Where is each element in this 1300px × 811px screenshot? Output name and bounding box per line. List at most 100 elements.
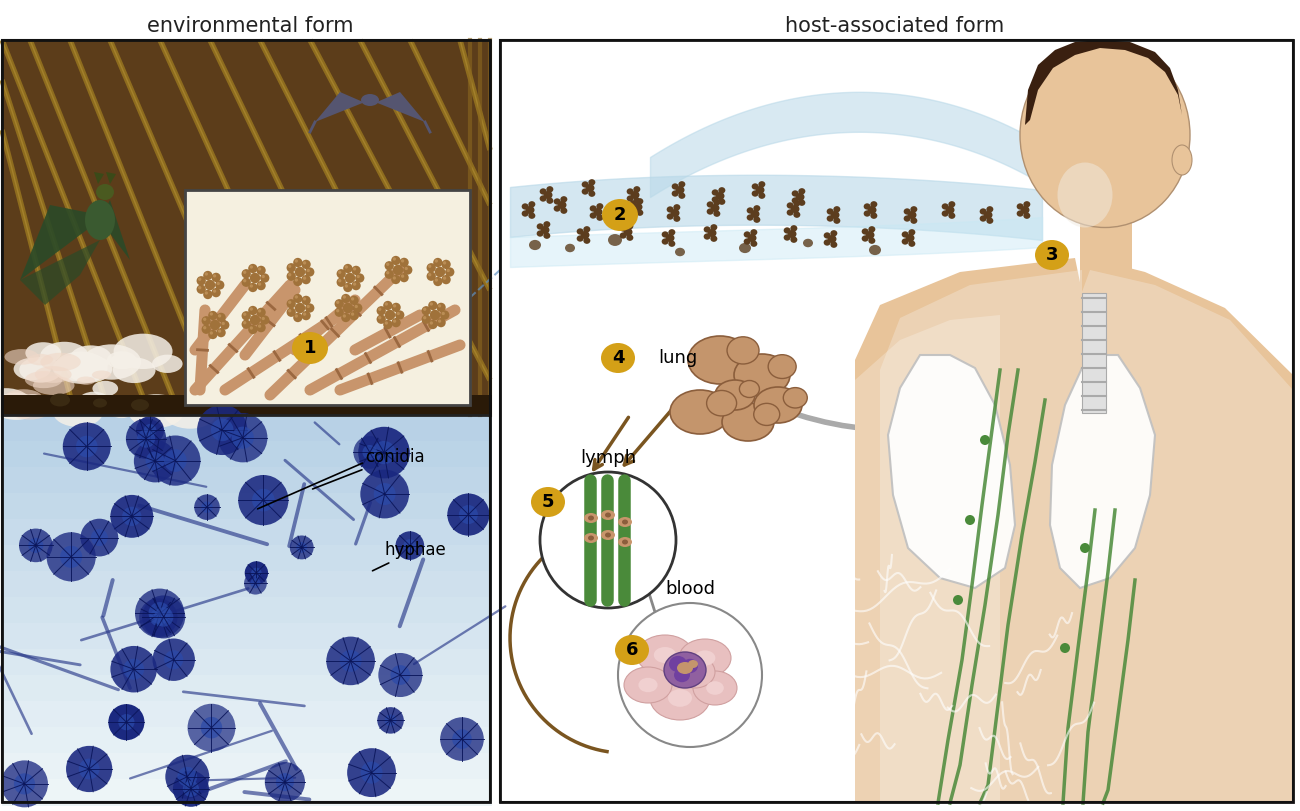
Ellipse shape [941, 204, 949, 209]
Ellipse shape [675, 656, 715, 688]
Ellipse shape [442, 260, 451, 269]
Ellipse shape [907, 211, 916, 219]
Ellipse shape [286, 299, 296, 308]
Ellipse shape [601, 343, 634, 373]
Ellipse shape [326, 637, 374, 685]
Ellipse shape [428, 301, 438, 310]
Ellipse shape [307, 269, 309, 272]
Ellipse shape [906, 234, 914, 242]
Text: 5: 5 [542, 493, 554, 511]
Ellipse shape [153, 607, 173, 627]
Ellipse shape [257, 324, 261, 328]
Ellipse shape [83, 398, 122, 416]
Text: 2: 2 [614, 206, 627, 224]
Ellipse shape [66, 355, 112, 383]
Ellipse shape [294, 277, 303, 286]
Ellipse shape [784, 227, 790, 234]
Ellipse shape [422, 307, 426, 311]
Ellipse shape [339, 650, 361, 672]
Ellipse shape [528, 201, 536, 208]
Ellipse shape [668, 241, 676, 247]
Ellipse shape [209, 320, 220, 330]
Ellipse shape [672, 183, 679, 190]
Ellipse shape [755, 186, 764, 194]
Ellipse shape [637, 198, 644, 204]
Ellipse shape [403, 265, 412, 275]
Ellipse shape [768, 354, 796, 379]
Ellipse shape [385, 714, 396, 727]
Ellipse shape [53, 397, 103, 427]
Ellipse shape [662, 238, 668, 245]
Ellipse shape [594, 208, 602, 216]
Ellipse shape [546, 187, 554, 192]
Ellipse shape [828, 235, 836, 243]
Ellipse shape [391, 275, 400, 284]
Ellipse shape [108, 401, 135, 418]
Ellipse shape [238, 475, 289, 526]
Ellipse shape [621, 539, 628, 544]
Ellipse shape [243, 321, 247, 324]
Ellipse shape [198, 405, 247, 455]
Ellipse shape [213, 274, 216, 277]
Ellipse shape [540, 472, 676, 608]
Ellipse shape [14, 774, 35, 795]
Ellipse shape [213, 290, 216, 293]
Ellipse shape [260, 315, 269, 324]
Ellipse shape [909, 241, 915, 247]
Ellipse shape [430, 310, 441, 320]
Ellipse shape [341, 294, 351, 303]
Ellipse shape [295, 295, 298, 298]
Bar [3, 649, 491, 676]
Ellipse shape [198, 286, 202, 290]
Ellipse shape [337, 277, 346, 287]
Ellipse shape [66, 746, 112, 792]
Ellipse shape [203, 271, 212, 280]
Ellipse shape [910, 217, 918, 224]
Ellipse shape [434, 267, 445, 277]
Ellipse shape [391, 255, 400, 265]
Ellipse shape [602, 199, 638, 231]
Ellipse shape [863, 210, 871, 217]
Ellipse shape [173, 770, 209, 807]
Ellipse shape [251, 568, 261, 578]
Ellipse shape [343, 303, 354, 313]
Ellipse shape [250, 265, 254, 268]
Text: environmental form: environmental form [147, 16, 354, 36]
Polygon shape [370, 92, 425, 122]
Ellipse shape [393, 257, 396, 260]
Ellipse shape [525, 206, 534, 214]
Ellipse shape [866, 231, 875, 239]
Ellipse shape [618, 537, 632, 547]
Ellipse shape [351, 312, 354, 315]
Ellipse shape [361, 94, 380, 106]
Ellipse shape [584, 226, 590, 233]
Ellipse shape [0, 399, 29, 419]
Ellipse shape [363, 445, 377, 460]
Ellipse shape [537, 230, 543, 237]
Ellipse shape [136, 416, 164, 444]
Ellipse shape [18, 401, 49, 416]
Polygon shape [855, 258, 1294, 803]
Polygon shape [855, 315, 1000, 803]
Ellipse shape [126, 418, 166, 459]
Ellipse shape [621, 520, 628, 525]
Ellipse shape [554, 205, 560, 212]
Ellipse shape [257, 268, 261, 271]
Ellipse shape [597, 215, 603, 221]
Ellipse shape [675, 247, 685, 256]
Polygon shape [94, 172, 104, 184]
Ellipse shape [1173, 145, 1192, 175]
Ellipse shape [581, 188, 589, 195]
Ellipse shape [96, 184, 114, 200]
Ellipse shape [218, 413, 268, 462]
Ellipse shape [630, 191, 640, 199]
Polygon shape [107, 172, 116, 184]
Ellipse shape [257, 282, 261, 285]
Ellipse shape [400, 260, 404, 263]
Bar [3, 675, 491, 702]
Ellipse shape [751, 183, 759, 190]
Ellipse shape [706, 681, 724, 695]
Ellipse shape [350, 296, 359, 305]
Polygon shape [888, 355, 1015, 588]
Ellipse shape [426, 272, 436, 281]
